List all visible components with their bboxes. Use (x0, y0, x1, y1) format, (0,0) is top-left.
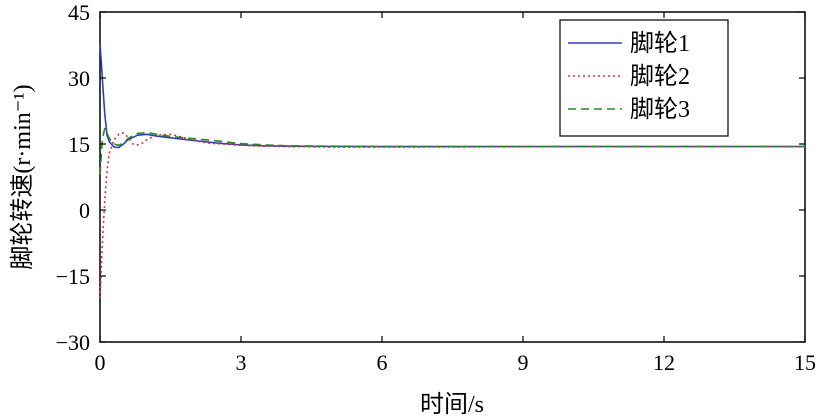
y-tick-label: 15 (68, 132, 90, 157)
legend: 脚轮1 脚轮2 脚轮3 (559, 19, 729, 137)
y-tick-label: 45 (68, 0, 90, 25)
series-line-2 (99, 132, 805, 299)
legend-label-2: 脚轮2 (630, 63, 690, 90)
y-tick-label: 30 (68, 66, 90, 91)
x-axis-title: 时间/s (420, 391, 484, 417)
legend-label-1: 脚轮1 (630, 30, 690, 57)
x-tick-label: 12 (653, 350, 675, 375)
y-tick-label: 0 (79, 198, 90, 223)
series-layer (99, 42, 805, 299)
y-axis-title: 脚轮转速(r·min⁻¹) (9, 84, 36, 269)
x-tick-label: 6 (377, 350, 388, 375)
y-tick-label: −15 (56, 264, 90, 289)
x-tick-label: 3 (236, 350, 247, 375)
x-tick-label: 15 (794, 350, 816, 375)
y-tick-label: −30 (56, 330, 90, 355)
y-ticks: −30 −15 0 15 30 45 (56, 0, 805, 355)
x-ticks: 0 3 6 9 12 15 (95, 12, 816, 375)
x-tick-label: 0 (95, 350, 106, 375)
legend-box (559, 19, 729, 137)
x-tick-label: 9 (518, 350, 529, 375)
legend-label-3: 脚轮3 (630, 96, 690, 123)
series-line-3 (99, 127, 805, 175)
